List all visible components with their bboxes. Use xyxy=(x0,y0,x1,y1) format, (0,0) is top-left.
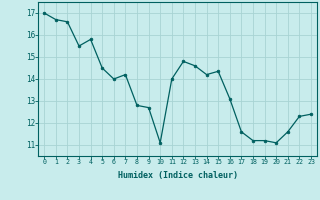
X-axis label: Humidex (Indice chaleur): Humidex (Indice chaleur) xyxy=(118,171,238,180)
